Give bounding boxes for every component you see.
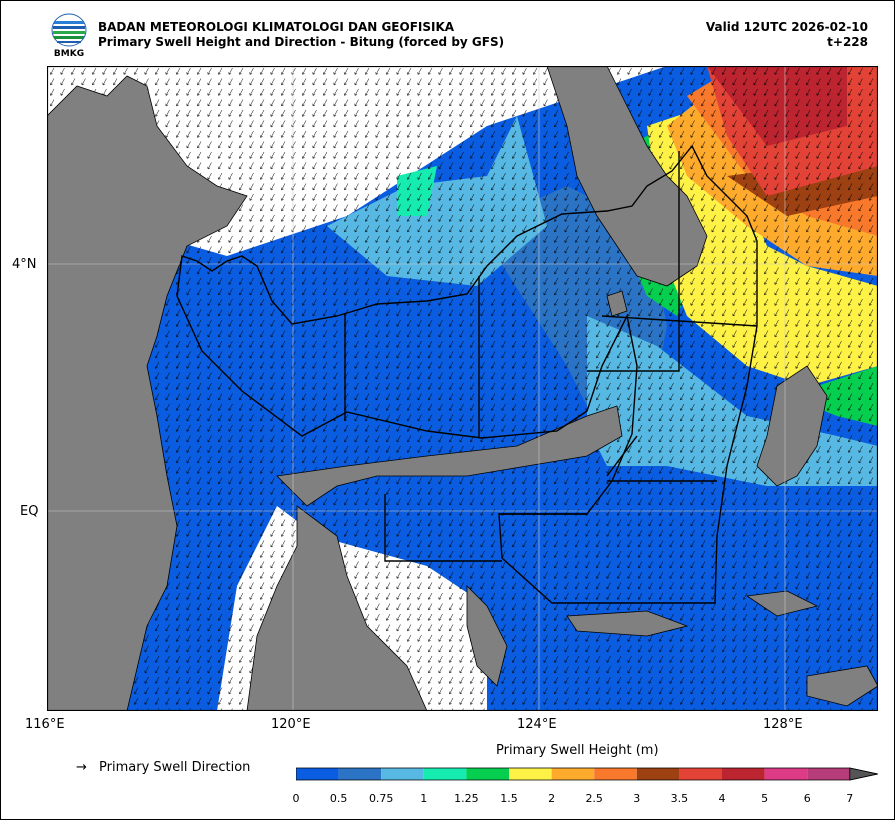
colorbar-segment (466, 768, 509, 780)
colorbar-tick-label: 1 (420, 792, 428, 805)
colorbar-segment (296, 768, 339, 780)
colorbar-tick-label: 5 (761, 792, 769, 805)
colorbar-segment (764, 768, 808, 780)
map-panel (47, 66, 878, 711)
colorbar-tick-label: 2.5 (585, 792, 603, 805)
map-frame (47, 66, 878, 711)
colorbar-tick-label: 1.5 (500, 792, 518, 805)
sangihe-island (606, 290, 628, 317)
lon-label-128e: 128°E (763, 717, 803, 732)
borneo-land (47, 75, 248, 711)
colorbar-tick-label: 3.5 (670, 792, 689, 805)
valid-time: Valid 12UTC 2026-02-10 (705, 20, 868, 34)
colorbar-border (296, 767, 878, 781)
zone-divider-7 (384, 494, 502, 562)
obi-island (806, 665, 878, 707)
colorbar-segment (722, 768, 765, 780)
colorbar-segment (551, 768, 595, 780)
colorbar-tick-label: 0.75 (368, 792, 394, 805)
sulawesi-body (246, 505, 428, 711)
colorbar-tick-label: 1.25 (454, 792, 479, 805)
sulawesi-north-arm (276, 405, 623, 507)
direction-legend-label: Primary Swell Direction (99, 760, 251, 775)
zone-divider-3 (587, 151, 680, 372)
colorbar-tick-label: 6 (803, 792, 811, 805)
direction-legend: → Primary Swell Direction (76, 760, 250, 775)
colorbar-tick-label: 3 (633, 792, 641, 805)
colorbar-tick-label: 0 (292, 792, 300, 805)
colorbar-tick-label: 0.5 (329, 792, 348, 805)
zone-divider-4 (601, 315, 758, 327)
lon-label-124e: 124°E (517, 717, 557, 732)
colorbar-tick-label: 7 (846, 792, 854, 805)
colorbar-extend-arrow (849, 767, 878, 781)
graticule (47, 66, 878, 711)
colorbar-segment (636, 768, 680, 780)
sula-islands (745, 590, 819, 617)
lat-label-eq: EQ (20, 504, 39, 519)
colorbar-segment (381, 768, 424, 780)
colorbar-title: Primary Swell Height (m) (496, 743, 659, 758)
sulawesi-southeast (466, 585, 508, 687)
lon-label-116e: 116°E (25, 717, 65, 732)
colorbar-tick-label: 4 (718, 792, 726, 805)
lon-label-120e: 120°E (271, 717, 311, 732)
colorbar-segment (338, 768, 382, 780)
agency-title: BADAN METEOROLOGI KLIMATOLOGI DAN GEOFIS… (98, 20, 455, 34)
forecast-lead: t+228 (827, 35, 868, 49)
colorbar-segment (807, 768, 850, 780)
land (47, 66, 878, 711)
colorbar (296, 767, 878, 781)
forecast-zones (176, 144, 758, 604)
logo-text: BMKG (54, 49, 84, 58)
colorbar-segment (679, 768, 722, 780)
colorbar-tick-label: 2 (548, 792, 556, 805)
lat-label-4n: 4°N (12, 257, 37, 272)
halmahera (756, 365, 828, 487)
product-title: Primary Swell Height and Direction - Bit… (98, 35, 505, 49)
colorbar-segment (509, 768, 552, 780)
colorbar-segment (594, 768, 637, 780)
mindanao (546, 66, 708, 287)
bmkg-logo: BMKG (51, 13, 87, 58)
arrow-icon: → (76, 760, 87, 775)
zone-divider-5 (606, 435, 638, 477)
colorbar-segment (423, 768, 467, 780)
banggai-islands (566, 610, 689, 637)
